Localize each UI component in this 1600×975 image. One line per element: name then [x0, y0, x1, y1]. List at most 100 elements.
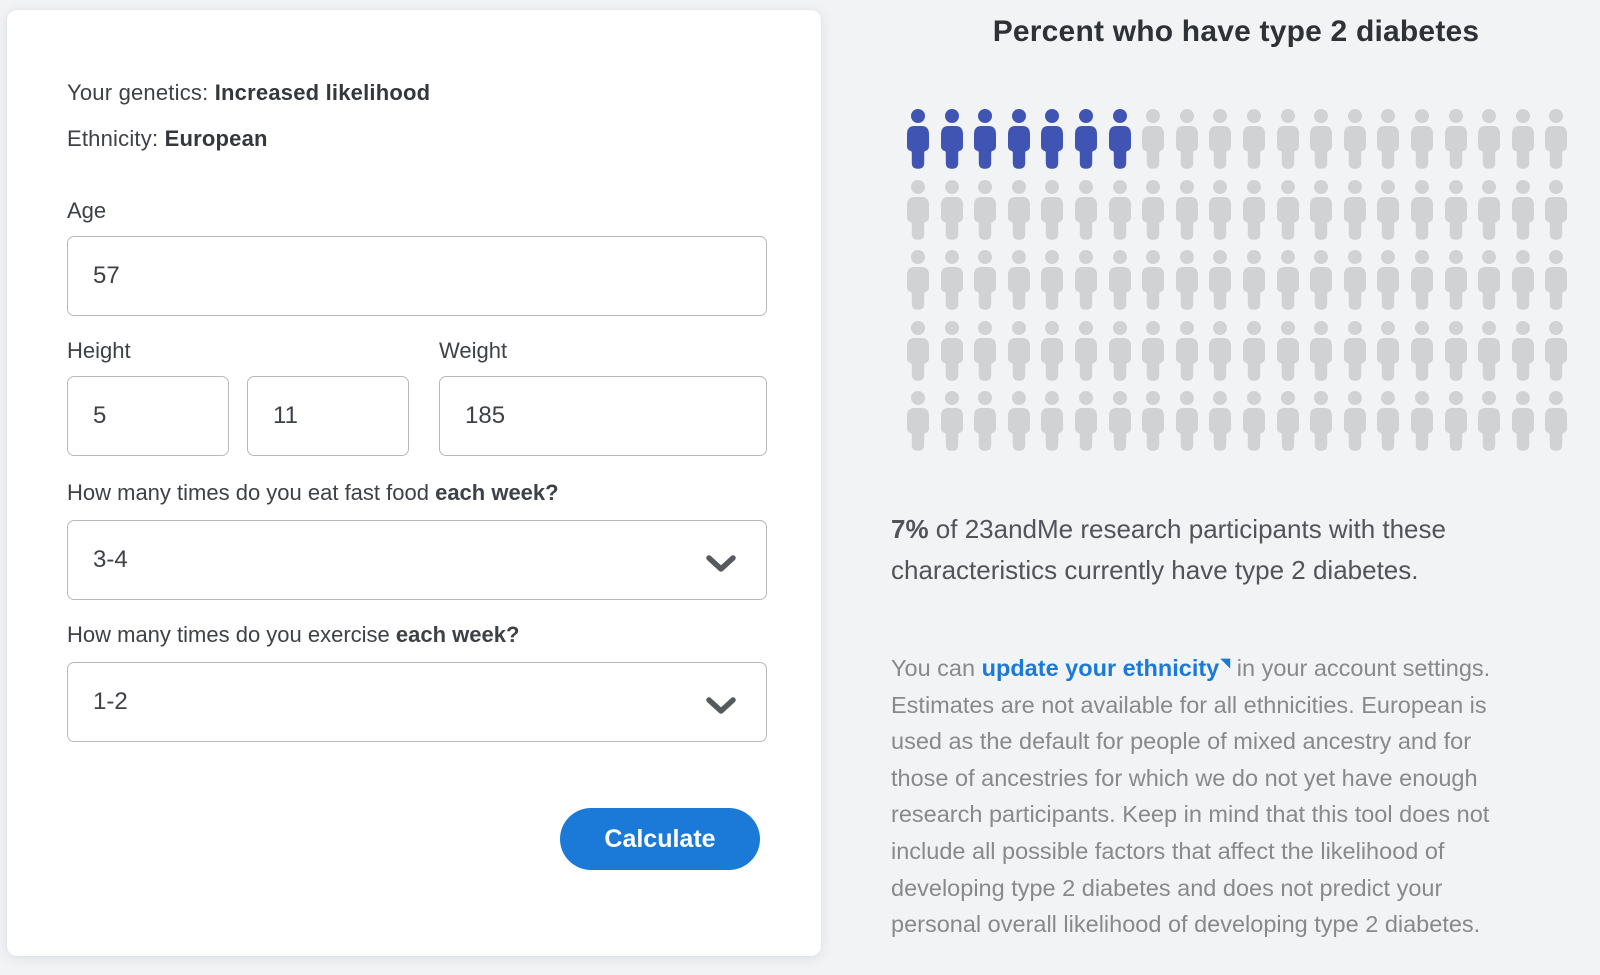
genetics-label: Your genetics: — [67, 80, 215, 105]
person-icon-empty — [1242, 179, 1266, 240]
person-icon-empty — [1276, 179, 1300, 240]
person-icon-empty — [940, 179, 964, 240]
calculate-button[interactable]: Calculate — [560, 808, 760, 870]
person-icon-empty — [906, 320, 930, 381]
person-icon-empty — [1007, 320, 1031, 381]
person-icon-empty — [1309, 320, 1333, 381]
person-icon-empty — [1410, 179, 1434, 240]
disclaimer-paragraph: You can update your ethnicity◥ in your a… — [891, 645, 1527, 943]
disclaimer-suffix: in your account settings. Estimates are … — [891, 655, 1491, 938]
person-icon-empty — [1410, 250, 1434, 310]
person-icon-empty — [1376, 320, 1400, 381]
person-icon-empty — [1108, 179, 1132, 240]
person-icon-empty — [973, 391, 997, 451]
person-icon-empty — [1477, 109, 1501, 169]
person-icon-empty — [1309, 109, 1333, 169]
person-icon-empty — [973, 250, 997, 310]
pictogram-grid — [906, 109, 1568, 451]
person-icon-empty — [906, 250, 930, 310]
exercise-select[interactable]: 1-2 — [67, 662, 767, 742]
fastfood-question: How many times do you eat fast food each… — [67, 480, 559, 506]
person-icon-empty — [1208, 391, 1232, 451]
person-icon-empty — [1175, 391, 1199, 451]
person-icon-empty — [1074, 179, 1098, 240]
person-icon-empty — [1444, 320, 1468, 381]
person-icon-empty — [1477, 320, 1501, 381]
weight-input[interactable] — [439, 376, 767, 456]
person-icon-empty — [1175, 320, 1199, 381]
person-icon-empty — [1343, 391, 1367, 451]
fastfood-select[interactable]: 3-4 — [67, 520, 767, 600]
person-icon-empty — [1309, 179, 1333, 240]
person-icon-empty — [1376, 250, 1400, 310]
person-icon-empty — [1108, 250, 1132, 310]
person-icon-empty — [1175, 250, 1199, 310]
person-icon-empty — [1511, 320, 1535, 381]
external-link-icon: ◥ — [1220, 655, 1231, 670]
person-icon-empty — [940, 391, 964, 451]
person-icon-empty — [1141, 179, 1165, 240]
chevron-down-icon — [706, 694, 736, 722]
person-icon-empty — [1477, 250, 1501, 310]
person-icon-empty — [1040, 179, 1064, 240]
person-icon-empty — [1444, 250, 1468, 310]
result-sentence-text: of 23andMe research participants with th… — [891, 514, 1446, 585]
person-icon-empty — [1208, 320, 1232, 381]
ethnicity-line: Ethnicity: European — [67, 126, 268, 152]
person-icon-empty — [1410, 109, 1434, 169]
result-sentence: 7% of 23andMe research participants with… — [891, 509, 1525, 591]
person-icon-filled — [1007, 109, 1031, 169]
exercise-question: How many times do you exercise each week… — [67, 622, 519, 648]
person-icon-filled — [973, 109, 997, 169]
ethnicity-value: European — [164, 126, 268, 151]
height-inches-input[interactable] — [247, 376, 409, 456]
person-icon-empty — [1477, 391, 1501, 451]
person-icon-empty — [1511, 179, 1535, 240]
person-icon-empty — [1477, 179, 1501, 240]
person-icon-filled — [1040, 109, 1064, 169]
person-icon-empty — [1511, 391, 1535, 451]
person-icon-empty — [1309, 391, 1333, 451]
person-icon-empty — [1141, 391, 1165, 451]
chevron-down-icon — [706, 552, 736, 580]
exercise-question-text: How many times do you exercise — [67, 622, 396, 647]
person-icon-empty — [1208, 250, 1232, 310]
result-panel-title: Percent who have type 2 diabetes — [992, 15, 1480, 48]
person-icon-empty — [1007, 250, 1031, 310]
person-icon-empty — [1343, 179, 1367, 240]
person-icon-empty — [940, 320, 964, 381]
person-icon-empty — [906, 391, 930, 451]
person-icon-empty — [1276, 391, 1300, 451]
person-icon-empty — [1040, 391, 1064, 451]
person-icon-empty — [1175, 109, 1199, 169]
age-input[interactable] — [67, 236, 767, 316]
person-icon-empty — [1544, 179, 1568, 240]
percent-value: 7% — [891, 514, 929, 544]
person-icon-empty — [1309, 250, 1333, 310]
update-ethnicity-link[interactable]: update your ethnicity — [981, 655, 1220, 681]
person-icon-empty — [1343, 320, 1367, 381]
person-icon-empty — [1376, 179, 1400, 240]
height-feet-input[interactable] — [67, 376, 229, 456]
person-icon-filled — [940, 109, 964, 169]
person-icon-empty — [1141, 250, 1165, 310]
person-icon-empty — [1511, 109, 1535, 169]
fastfood-question-text: How many times do you eat fast food — [67, 480, 436, 505]
exercise-question-bold: each week? — [395, 622, 520, 647]
person-icon-empty — [1242, 391, 1266, 451]
person-icon-empty — [1040, 250, 1064, 310]
person-icon-empty — [1242, 250, 1266, 310]
genetics-value: Increased likelihood — [214, 80, 431, 105]
person-icon-empty — [973, 320, 997, 381]
person-icon-empty — [1208, 109, 1232, 169]
exercise-selected-value: 1-2 — [93, 688, 128, 715]
person-icon-empty — [940, 250, 964, 310]
person-icon-filled — [1074, 109, 1098, 169]
person-icon-empty — [1276, 109, 1300, 169]
person-icon-empty — [1141, 320, 1165, 381]
person-icon-empty — [1410, 391, 1434, 451]
person-icon-empty — [1007, 179, 1031, 240]
disclaimer-prefix: You can — [891, 655, 982, 681]
person-icon-empty — [1511, 250, 1535, 310]
fastfood-selected-value: 3-4 — [93, 546, 128, 573]
